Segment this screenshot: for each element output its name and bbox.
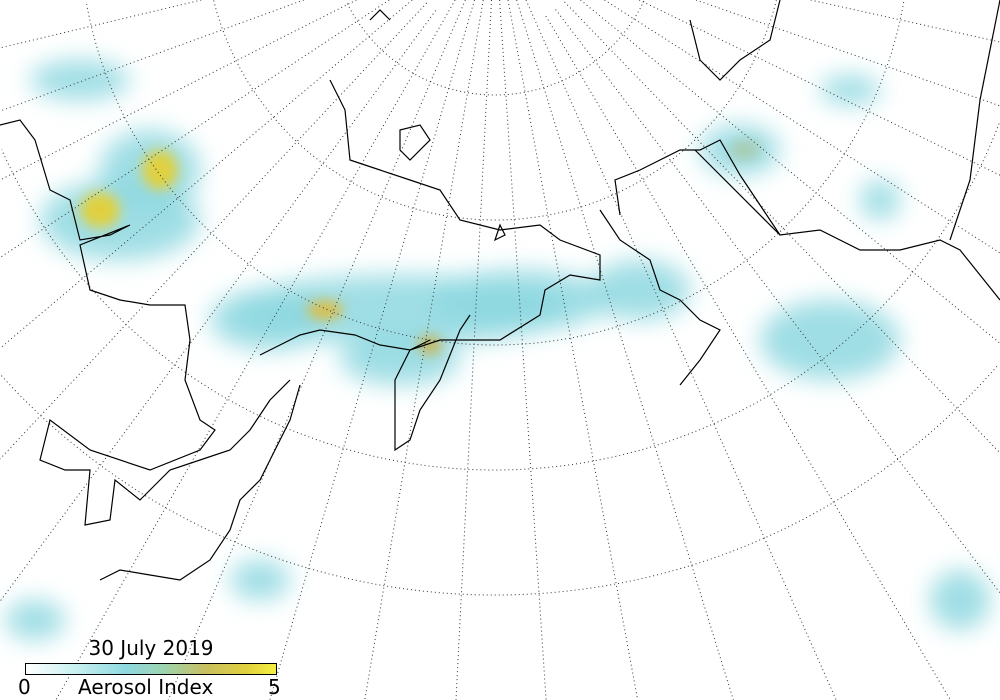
coastline [399,124,431,161]
aerosol-plume [5,600,65,640]
colorbar-max: 5 [268,675,281,699]
aerosol-plume [340,335,460,385]
coastlines [0,0,1000,581]
meridian-line [545,15,951,700]
coastline [599,209,721,386]
aerosol-plumes [5,60,990,640]
latitude-circle [0,365,998,596]
aerosol-plume [860,180,900,220]
aerosol-hotspot [142,150,178,190]
coastline [99,384,301,581]
colorbar-label: Aerosol Index [78,675,214,699]
latitude-circle [1,123,1000,471]
coastline [259,329,431,356]
aerosol-plume [590,260,690,320]
coastline [949,0,1000,241]
aerosol-plume [30,60,130,100]
meridian-line [167,0,466,700]
meridian-line [499,0,547,700]
aerosol-plume [760,300,900,380]
colorbar [25,663,277,675]
meridian-line [0,0,202,49]
coastline [329,79,601,452]
coastline [614,139,1000,301]
meridian-line [638,0,1000,176]
meridian-line [507,0,639,700]
coastline [493,223,506,242]
aerosol-hotspot [80,192,120,228]
meridian-line [564,1,1000,454]
meridian-line [269,0,475,700]
meridian-line [810,0,1000,43]
aerosol-plume [930,570,990,630]
meridian-line [0,2,428,460]
aerosol-plume [820,75,880,105]
aerosol-plume [230,560,290,600]
meridian-line [516,0,734,700]
aerosol-hotspot [418,335,442,355]
meridian-line [695,0,1000,107]
latitude-circle [213,0,777,221]
border-line [694,149,781,236]
coastline [689,0,781,81]
colorbar-min: 0 [18,675,31,699]
date-label: 30 July 2019 [88,636,214,660]
meridian-line [455,0,492,700]
meridian-line [0,0,390,259]
meridian-line [604,0,1000,254]
aerosol-hotspot [730,140,760,160]
meridian-line [0,0,357,181]
coastline [0,119,291,526]
coastline [369,9,391,21]
